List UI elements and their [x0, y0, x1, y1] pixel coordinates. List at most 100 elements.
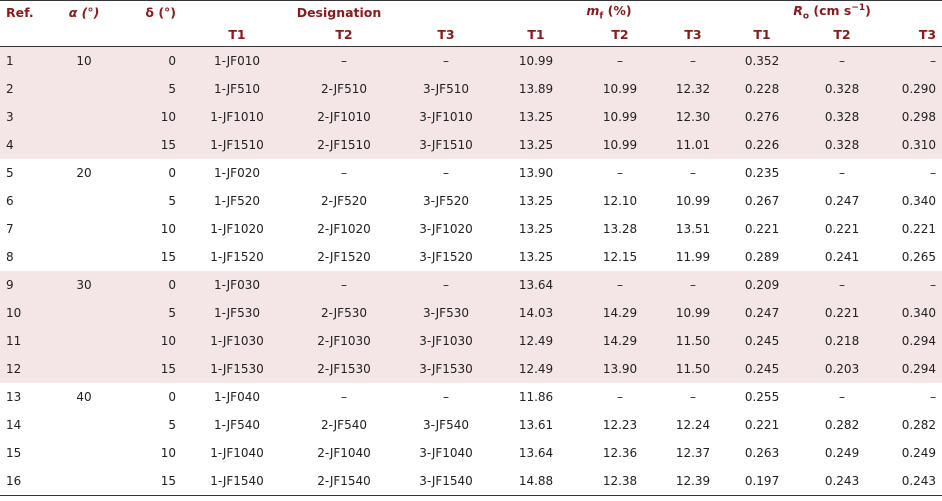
table-row: 15 10 1-JF1040 2-JF1040 3-JF1040 13.64 12.36 12…	[0, 439, 942, 467]
header-ref: Ref.	[0, 0, 52, 23]
cell-r2: –	[802, 46, 883, 75]
cell-m2: –	[617, 390, 623, 404]
cell-d2: 2-JF1540	[292, 467, 396, 496]
cell-d2: 2-JF510	[292, 75, 396, 103]
cell-r2: 0.249	[824, 446, 860, 460]
cell-ref: 4	[0, 131, 52, 159]
cell-d1: 1-JF520	[214, 194, 260, 208]
cell-m2: 12.23	[602, 418, 638, 432]
cell-m2: 10.99	[576, 131, 664, 159]
cell-r1: 0.352	[722, 46, 803, 75]
cell-d3: –	[443, 390, 449, 404]
cell-d2: 2-JF1530	[292, 355, 396, 383]
cell-d3: 3-JF530	[396, 299, 496, 327]
cell-r2: 0.328	[802, 131, 883, 159]
cell-alpha	[52, 355, 116, 383]
cell-delta: 0	[168, 390, 176, 404]
cell-r1: 0.209	[722, 271, 803, 299]
cell-m1: 13.89	[496, 75, 576, 103]
cell-d2: –	[341, 166, 347, 180]
cell-d3: 3-JF1010	[396, 103, 496, 131]
cell-r1: 0.197	[722, 467, 803, 496]
cell-delta: 5	[116, 75, 182, 103]
cell-r2: –	[839, 166, 846, 180]
cell-m2: 12.36	[602, 446, 638, 460]
cell-r1: 0.255	[744, 390, 780, 404]
cell-m2: 13.90	[576, 355, 664, 383]
cell-m3: 12.30	[664, 103, 723, 131]
cell-delta: 5	[168, 418, 176, 432]
cell-alpha: 30	[52, 271, 116, 299]
cell-r3: 0.249	[901, 446, 937, 460]
cell-m2: 10.99	[576, 75, 664, 103]
header-ro-t2: T2	[802, 23, 883, 47]
table-row: 1 10 0 1-JF010– –10.99– –0.352– –	[0, 46, 942, 75]
table-row: 16 15 1-JF1540 2-JF1540 3-JF1540 14.88 12.38 12…	[0, 467, 942, 496]
cell-m1: 13.64	[496, 271, 576, 299]
header-designation-t2: T2	[292, 23, 396, 47]
cell-d1: 1-JF1020	[210, 222, 264, 236]
cell-m1: 13.64	[518, 446, 554, 460]
cell-d2: 2-JF520	[321, 194, 367, 208]
cell-delta: 5	[116, 299, 182, 327]
header-ro: Ro (cm s−1)	[722, 0, 942, 23]
cell-delta: 10	[116, 327, 182, 355]
cell-r3: 0.290	[882, 75, 942, 103]
cell-m1: 13.25	[518, 194, 554, 208]
cell-ref: 9	[0, 271, 52, 299]
cell-r1: 0.235	[744, 166, 780, 180]
cell-m1: 11.86	[518, 390, 554, 404]
cell-r2: 0.243	[802, 467, 883, 496]
cell-alpha	[52, 327, 116, 355]
cell-r1: 0.247	[722, 299, 803, 327]
cell-m2: 14.29	[576, 327, 664, 355]
cell-r2: –	[839, 390, 846, 404]
cell-r3: 0.294	[882, 327, 942, 355]
cell-r1: 0.289	[744, 250, 780, 264]
table-row: 3 10 1-JF1010 2-JF1010 3-JF1010 13.25 10.99 12.…	[0, 103, 942, 131]
cell-d3: 3-JF1530	[396, 355, 496, 383]
cell-m2: –	[576, 271, 664, 299]
cell-r3: –	[882, 271, 942, 299]
cell-ref: 3	[0, 103, 52, 131]
cell-m3: –	[664, 46, 723, 75]
cell-ref: 7	[6, 222, 14, 236]
cell-m2: –	[576, 46, 664, 75]
cell-r3: 0.265	[901, 250, 937, 264]
table-row: 5 20 0 1-JF020 – – 13.90 – – 0.235 – –	[0, 159, 942, 187]
cell-m1: 14.03	[496, 299, 576, 327]
table-row: 14 5 1-JF540 2-JF540 3-JF540 13.61 12.23 12.24 0…	[0, 411, 942, 439]
cell-r1: 0.263	[744, 446, 780, 460]
cell-m3: 10.99	[664, 299, 723, 327]
cell-r2: 0.221	[802, 299, 883, 327]
cell-d1: 1-JF530	[182, 299, 292, 327]
cell-d2: 2-JF1010	[292, 103, 396, 131]
cell-r1: 0.226	[722, 131, 803, 159]
cell-d3: 3-JF520	[423, 194, 469, 208]
cell-m3: 10.99	[675, 194, 711, 208]
cell-r1: 0.228	[722, 75, 803, 103]
cell-r2: 0.328	[802, 75, 883, 103]
header-alpha: α (°)	[52, 0, 116, 23]
cell-m1: 13.90	[518, 166, 554, 180]
cell-d1: 1-JF1520	[210, 250, 264, 264]
cell-m1: 13.61	[518, 418, 554, 432]
cell-d1: 1-JF1010	[182, 103, 292, 131]
cell-d1: 1-JF540	[214, 418, 260, 432]
cell-d1: 1-JF040	[214, 390, 260, 404]
cell-alpha	[52, 411, 116, 439]
header-designation-t3: T3	[396, 23, 496, 47]
cell-d3: 3-JF1540	[396, 467, 496, 496]
cell-alpha	[52, 299, 116, 327]
cell-alpha: 40	[76, 390, 92, 404]
cell-m1: 13.25	[496, 131, 576, 159]
cell-ref: 5	[6, 166, 14, 180]
cell-d1: 1-JF510	[182, 75, 292, 103]
cell-d3: 3-JF1040	[419, 446, 473, 460]
cell-m3: 12.32	[664, 75, 723, 103]
cell-alpha	[52, 131, 116, 159]
cell-m2: 12.38	[576, 467, 664, 496]
header-delta: δ (°)	[116, 0, 182, 23]
cell-m1: 13.25	[496, 103, 576, 131]
